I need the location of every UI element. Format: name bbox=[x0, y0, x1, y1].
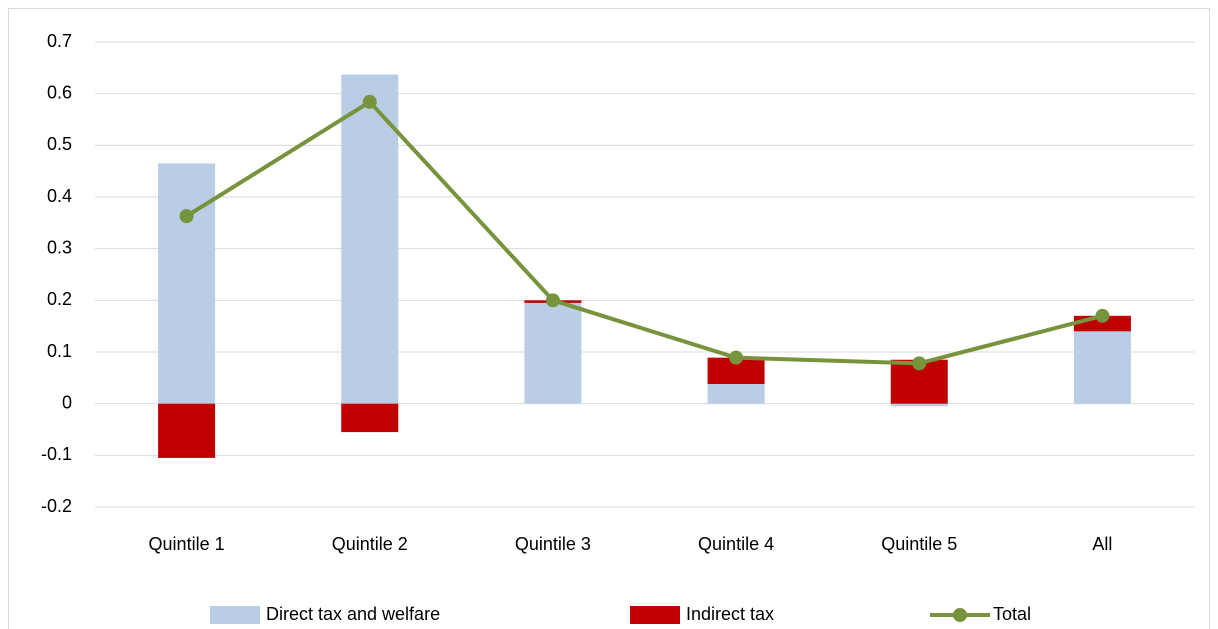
y-tick-label: 0.6 bbox=[47, 82, 72, 102]
x-tick-label: All bbox=[1092, 534, 1112, 554]
bar bbox=[341, 403, 399, 433]
x-tick-label: Quintile 5 bbox=[881, 534, 957, 554]
line-point bbox=[179, 209, 194, 224]
bar bbox=[524, 302, 582, 404]
legend-marker bbox=[953, 608, 967, 622]
bar bbox=[158, 163, 216, 404]
y-tick-label: 0.5 bbox=[47, 134, 72, 154]
y-tick-label: 0 bbox=[62, 392, 72, 412]
bar bbox=[158, 403, 216, 458]
legend-swatch bbox=[630, 606, 680, 624]
line-point bbox=[912, 356, 927, 371]
x-tick-label: Quintile 2 bbox=[332, 534, 408, 554]
line-point bbox=[729, 350, 744, 365]
y-tick-label: 0.4 bbox=[47, 186, 72, 206]
y-tick-label: 0.3 bbox=[47, 237, 72, 257]
legend-label: Direct tax and welfare bbox=[266, 604, 440, 624]
legend-label: Indirect tax bbox=[686, 604, 774, 624]
bar bbox=[341, 74, 399, 404]
line-point bbox=[545, 293, 560, 308]
y-tick-label: 0.1 bbox=[47, 341, 72, 361]
bar bbox=[890, 403, 948, 407]
line bbox=[185, 99, 1103, 366]
x-tick-label: Quintile 4 bbox=[698, 534, 774, 554]
bar bbox=[1073, 331, 1131, 404]
line-point bbox=[362, 94, 377, 109]
line-point bbox=[1095, 308, 1110, 323]
x-tick-label: Quintile 1 bbox=[149, 534, 225, 554]
x-tick-label: Quintile 3 bbox=[515, 534, 591, 554]
y-tick-label: -0.2 bbox=[41, 496, 72, 516]
y-tick-label: 0.2 bbox=[47, 289, 72, 309]
y-tick-label: 0.7 bbox=[47, 31, 72, 51]
legend-label: Total bbox=[993, 604, 1031, 624]
y-tick-label: -0.1 bbox=[41, 444, 72, 464]
bar bbox=[707, 384, 765, 404]
legend-swatch bbox=[210, 606, 260, 624]
